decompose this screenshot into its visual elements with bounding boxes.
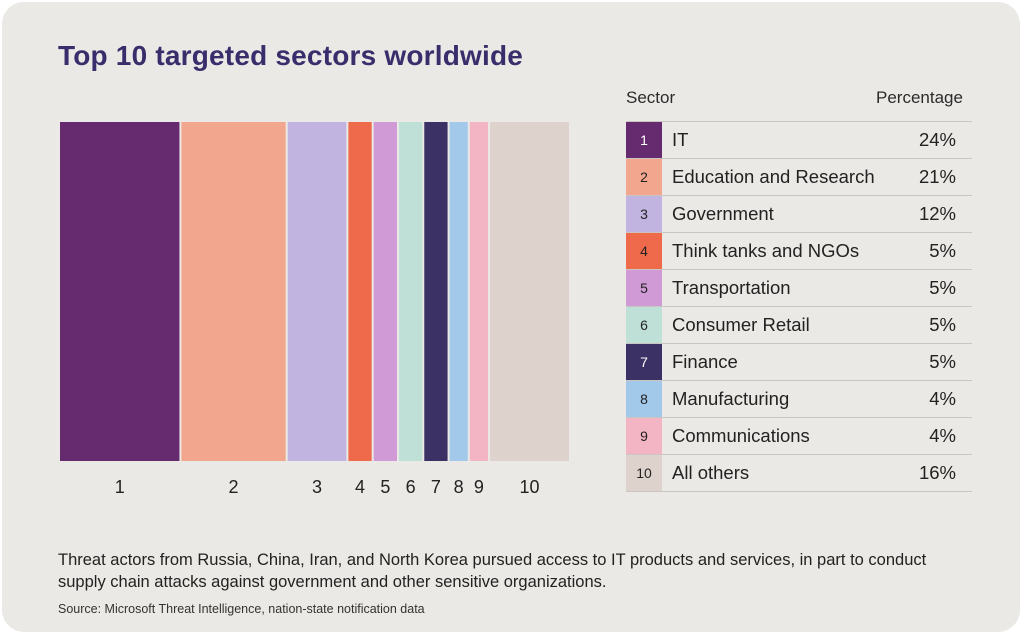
sector-percentage: 5% [929,240,956,261]
bar-label-3: 3 [312,477,322,497]
caption: Threat actors from Russia, China, Iran, … [58,551,927,591]
rank-swatch: 1 [626,122,662,158]
bar-segment-9 [469,122,489,461]
bar-label-10: 10 [520,477,540,497]
bar-label-2: 2 [229,477,239,497]
table-row: 7 Finance 5% [626,344,972,381]
rank-swatch: 5 [626,270,662,306]
bar-segment-4 [348,122,372,461]
sector-percentage: 4% [929,425,956,446]
sector-label: Consumer Retail [672,314,810,335]
bar-label-5: 5 [380,477,390,497]
table-row: 8 Manufacturing 4% [626,381,972,418]
sector-label: Government [672,203,774,224]
page-title: Top 10 targeted sectors worldwide [58,40,524,71]
rank-swatch: 8 [626,381,662,417]
bar-segment-7 [424,122,448,461]
bar-label-7: 7 [431,477,441,497]
bar-label-6: 6 [406,477,416,497]
sector-label: All others [672,462,750,483]
rank-swatch: 4 [626,233,662,269]
bar-segment-1 [60,122,180,461]
bar-segment-10 [490,122,569,461]
rank-swatch: 9 [626,418,662,454]
sector-label: Education and Research [672,166,875,187]
bar-segment-2 [181,122,286,461]
sector-label: Manufacturing [672,388,790,409]
table-row: 1 IT 24% [626,122,972,159]
table-row: 5 Transportation 5% [626,270,972,307]
bar-label-8: 8 [454,477,464,497]
sector-label: Finance [672,351,738,372]
sector-label: IT [672,129,689,150]
sector-percentage: 16% [918,462,956,483]
sector-label: Communications [672,425,810,446]
sector-percentage: 24% [918,129,956,150]
bar-segment-3 [287,122,347,461]
bar-label-9: 9 [474,477,484,497]
table-row: 2 Education and Research 21% [626,159,972,196]
rank-swatch: 2 [626,159,662,195]
table-row: 6 Consumer Retail 5% [626,307,972,344]
table-header-percentage: Percentage [876,88,963,107]
sector-percentage: 4% [929,388,956,409]
bar-segment-5 [373,122,397,461]
table-header-sector: Sector [626,88,676,107]
table-row: 10 All others 16% [626,455,972,492]
sector-label: Think tanks and NGOs [672,240,860,261]
bar-label-4: 4 [355,477,365,497]
sector-percentage: 5% [929,277,956,298]
table-row: 4 Think tanks and NGOs 5% [626,233,972,270]
bar-segment-8 [449,122,468,461]
sector-percentage: 5% [929,351,956,372]
bar-label-1: 1 [115,477,125,497]
table-row: 9 Communications 4% [626,418,972,455]
source-note: Source: Microsoft Threat Intelligence, n… [58,602,425,616]
sector-table: 1 IT 24% 2 Education and Research 21% 3 Governm… [626,121,972,492]
table-row: 3 Government 12% [626,196,972,233]
sector-percentage: 5% [929,314,956,335]
bar-segment-6 [398,122,423,461]
sector-label: Transportation [672,277,791,298]
sector-percentage: 21% [918,166,956,187]
rank-swatch: 10 [626,455,662,491]
rank-swatch: 7 [626,344,662,380]
sector-percentage: 12% [918,203,956,224]
rank-swatch: 6 [626,307,662,343]
rank-swatch: 3 [626,196,662,232]
